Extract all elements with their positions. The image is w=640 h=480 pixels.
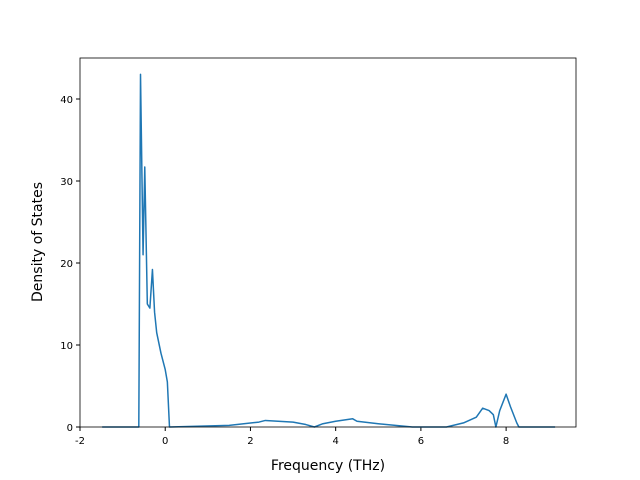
y-axis-label: Density of States <box>30 182 46 302</box>
line <box>102 73 556 428</box>
x-axis-label: Frequency (THz) <box>271 458 385 474</box>
y-tick-label: 40 <box>60 95 73 106</box>
x-tick-label: 6 <box>418 436 424 447</box>
plot-frame <box>79 57 577 428</box>
y-tick-label: 30 <box>60 177 73 188</box>
x-tick-label: 4 <box>332 436 338 447</box>
y-tick-label: 0 <box>67 423 73 434</box>
x-tick-label: 0 <box>162 436 168 447</box>
x-tick-label: 8 <box>503 436 509 447</box>
y-tick-label: 10 <box>60 341 73 352</box>
x-tick-label: -2 <box>75 436 85 447</box>
x-tick-label: 2 <box>247 436 253 447</box>
y-tick-label: 20 <box>60 259 73 270</box>
